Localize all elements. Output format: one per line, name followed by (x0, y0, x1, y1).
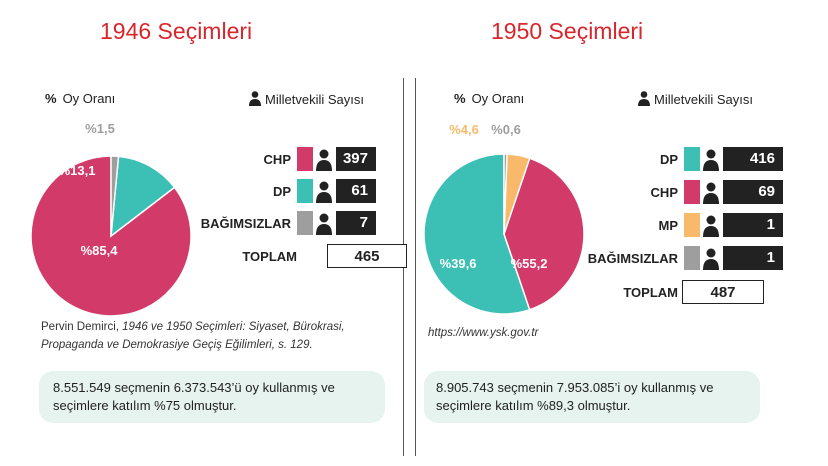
seat-value: 7 (336, 211, 376, 235)
participation-note-1950: 8.905.743 seçmenin 7.953.085’i oy kullan… (424, 371, 760, 423)
title-1946: 1946 Seçimleri (100, 18, 253, 44)
person-icon (315, 147, 333, 171)
pie-label-dp: %13,1 (59, 163, 96, 178)
seat-row-chp: CHP 69 (534, 180, 783, 204)
note-line1: 8.905.743 seçmenin 7.953.085’i oy kullan… (436, 380, 714, 395)
seat-row-bağimsizlar: BAĞIMSIZLAR 7 (153, 211, 376, 235)
party-label: MP (658, 217, 679, 233)
person-icon (638, 91, 650, 106)
vote-share-label: % Oy Oranı (45, 91, 115, 106)
source-title-part2: Propaganda ve Demokrasiye Geçiş Eğilimle… (41, 339, 272, 351)
seat-row-chp: CHP 397 (153, 147, 376, 171)
vote-share-text: Oy Oranı (471, 91, 525, 106)
person-icon (702, 246, 720, 270)
pie-label-dp: %55,2 (511, 256, 548, 271)
note-line2: seçimlere katılım %89,3 olmuştur. (436, 398, 631, 413)
seat-value: 416 (723, 147, 783, 171)
party-label: DP (272, 183, 291, 199)
person-icon (315, 211, 333, 235)
party-color-swatch (297, 211, 313, 235)
total-value-1950: 487 (682, 280, 764, 304)
pie-label-bağimsizlar: %1,5 (85, 123, 115, 136)
total-label: TOPLAM (242, 248, 297, 264)
seat-row-bağimsizlar: BAĞIMSIZLAR 1 (534, 246, 783, 270)
person-icon (702, 180, 720, 204)
note-line2: seçimlere katılım %75 olmuştur. (53, 398, 237, 413)
participation-note-1946: 8.551.549 seçmenin 6.373.543’ü oy kullan… (39, 371, 385, 423)
pie-chart-1946: %85,4 %13,1 %1,5 (30, 123, 192, 317)
party-label: DP (659, 151, 678, 167)
seat-count-label: Milletvekili Sayısı (249, 91, 364, 107)
panel-1950: % Oy Oranı Milletvekili Sayısı %55,2 %39,6… (415, 78, 806, 456)
person-icon (249, 91, 261, 106)
title-1950: 1950 Seçimleri (491, 18, 644, 44)
source-1946: Pervin Demirci, 1946 ve 1950 Seçimleri: … (41, 318, 345, 354)
source-title-part1: 1946 ve 1950 Seçimleri: Siyaset, Bürokra… (122, 321, 345, 333)
pie-label-chp: %39,6 (440, 256, 477, 271)
source-page: , s. 129. (271, 339, 313, 351)
pie-label-bağimsizlar: %0,6 (491, 122, 521, 137)
seat-value: 69 (723, 180, 783, 204)
source-author: Pervin Demirci, (41, 321, 123, 333)
party-color-swatch (297, 179, 313, 203)
party-color-swatch (297, 147, 313, 171)
party-label: CHP (263, 151, 291, 167)
seat-count-label: Milletvekili Sayısı (638, 91, 753, 107)
seat-count-text: Milletvekili Sayısı (265, 92, 364, 107)
vote-share-label: % Oy Oranı (454, 91, 524, 106)
total-row-1946: TOPLAM 465 (153, 244, 407, 268)
total-row-1950: TOPLAM 487 (534, 280, 764, 304)
panel-1946: % Oy Oranı Milletvekili Sayısı %85,4 %13,1… (23, 78, 407, 456)
source-url: https://www.ysk.gov.tr (428, 327, 539, 339)
party-label: CHP (650, 184, 678, 200)
seat-value: 1 (723, 213, 783, 237)
total-value-1946: 465 (327, 244, 407, 268)
pie-slice-bağimsizlar (503, 153, 508, 235)
party-color-swatch (684, 180, 700, 204)
percent-icon: % (454, 91, 466, 106)
seat-value: 1 (723, 246, 783, 270)
total-label: TOPLAM (623, 284, 678, 300)
party-color-swatch (684, 246, 700, 270)
pie-slice-dp (110, 155, 176, 238)
seat-row-dp: DP 61 (153, 179, 376, 203)
person-icon (702, 213, 720, 237)
pie-slice-bağimsizlar (110, 155, 120, 237)
seat-value: 61 (336, 179, 376, 203)
pie-label-chp: %85,4 (81, 243, 119, 258)
party-color-swatch (684, 147, 700, 171)
vote-share-text: Oy Oranı (62, 91, 116, 106)
party-label: BAĞIMSIZLAR (587, 250, 678, 266)
source-1950: https://www.ysk.gov.tr (428, 324, 538, 342)
person-icon (702, 147, 720, 171)
seat-count-text: Milletvekili Sayısı (654, 92, 753, 107)
percent-icon: % (45, 91, 57, 106)
pie-slice-chp (503, 157, 585, 311)
person-icon (315, 179, 333, 203)
pie-label-mp: %4,6 (449, 122, 479, 137)
note-line1: 8.551.549 seçmenin 6.373.543’ü oy kullan… (53, 380, 335, 395)
seat-row-dp: DP 416 (534, 147, 783, 171)
party-label: BAĞIMSIZLAR (200, 215, 291, 231)
seat-value: 397 (336, 147, 376, 171)
party-color-swatch (684, 213, 700, 237)
seat-row-mp: MP 1 (534, 213, 783, 237)
pie-chart-1950: %55,2 %39,6 %4,6 %0,6 (423, 122, 585, 315)
